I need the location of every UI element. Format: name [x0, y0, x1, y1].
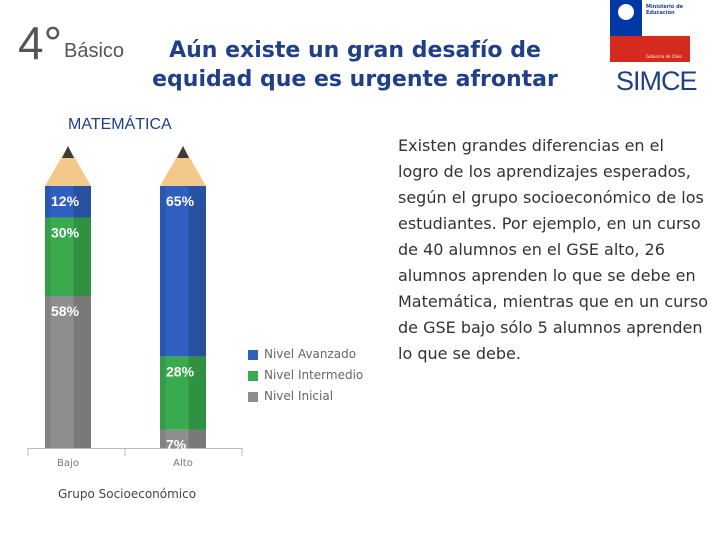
crest-icon — [618, 4, 634, 20]
ministry-label: Ministerio de Educación — [646, 4, 684, 16]
bar-segment-facet — [160, 429, 166, 448]
x-tick-label: Alto — [173, 458, 193, 469]
bar-segment-facet — [73, 186, 91, 218]
bar-segment-facet — [160, 356, 166, 430]
explanation-text: Existen grandes diferencias en el logro … — [398, 136, 709, 363]
data-label: 65% — [166, 193, 195, 209]
grade-number: 4° — [18, 17, 62, 69]
page-title: Aún existe un gran desafío de equidad qu… — [152, 38, 558, 92]
legend-item-inicial: Nivel Inicial — [248, 388, 378, 409]
flag-white-block — [642, 0, 690, 36]
x-axis-title: Grupo Socioeconómico — [58, 487, 197, 501]
pencil-bar-chart: 58% 30% 12% Bajo 7% 28% 65% Alto — [27, 146, 243, 469]
legend-item-avanzado: Nivel Avanzado — [248, 346, 378, 367]
simce-logo: Ministerio de Educación Gobierno de Chil… — [610, 0, 698, 105]
pencil-wood-tip — [160, 146, 206, 186]
x-tick-label: Bajo — [57, 458, 79, 469]
data-label: 12% — [51, 193, 80, 209]
flag-red-block — [610, 36, 690, 62]
pencil-graphite-tip — [177, 146, 189, 158]
bar-segment-facet — [45, 296, 51, 448]
bar-segment-facet — [45, 186, 51, 218]
pencil-wood-tip — [45, 146, 91, 186]
data-label: 7% — [166, 437, 187, 453]
legend-label-inicial: Nivel Inicial — [264, 389, 334, 403]
bar-segment-facet — [188, 356, 206, 430]
legend-label-intermedio: Nivel Intermedio — [264, 368, 364, 382]
data-label: 28% — [166, 363, 195, 379]
grade-heading: 4° Básico — [18, 18, 128, 68]
government-label: Gobierno de Chile — [646, 54, 682, 59]
data-label: 58% — [51, 303, 80, 319]
legend-swatch-avanzado — [248, 350, 258, 360]
legend-label-avanzado: Nivel Avanzado — [264, 347, 357, 361]
bar-segment-facet — [188, 186, 206, 357]
bar-segment-facet — [160, 186, 166, 357]
bar-segment-facet — [45, 217, 51, 297]
chart-legend: Nivel Avanzado Nivel Intermedio Nivel In… — [248, 346, 378, 409]
bar-segment-facet — [188, 429, 206, 448]
legend-swatch-inicial — [248, 392, 258, 402]
bar-segment-facet — [73, 217, 91, 297]
simce-wordmark: SIMCE — [616, 66, 698, 96]
pencil-graphite-tip — [62, 146, 74, 158]
legend-swatch-intermedio — [248, 371, 258, 381]
bar-segment-facet — [73, 296, 91, 448]
grade-word: Básico — [64, 40, 125, 62]
subject-label: MATEMÁTICA — [68, 116, 172, 133]
legend-item-intermedio: Nivel Intermedio — [248, 367, 378, 388]
data-label: 30% — [51, 224, 80, 240]
